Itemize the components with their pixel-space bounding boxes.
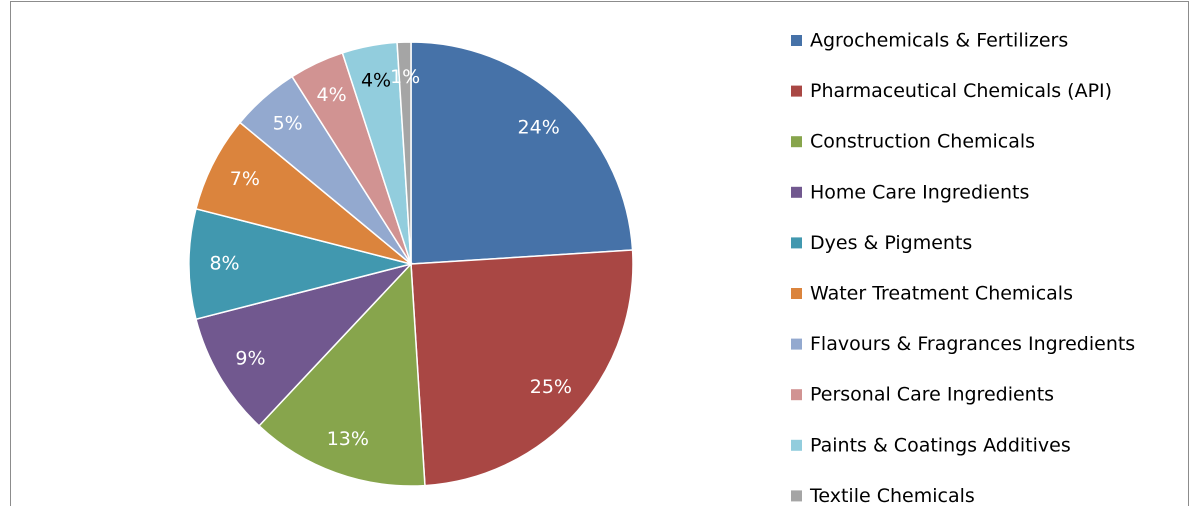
- legend-swatch: [791, 136, 802, 148]
- pie-slice: [410, 41, 634, 265]
- legend-swatch: [791, 288, 802, 299]
- data-label: 4%: [361, 69, 391, 91]
- data-label: 7%: [230, 168, 260, 190]
- legend-swatch: [791, 439, 802, 451]
- data-label: 5%: [273, 113, 303, 135]
- pie-slice: [257, 262, 426, 487]
- legend-label: Paints & Coatings Additives: [810, 434, 1071, 456]
- legend-label: Dyes & Pigments: [810, 232, 972, 254]
- data-label: 25%: [530, 376, 572, 398]
- data-label: 8%: [209, 253, 239, 275]
- chart-border: [10, 1, 1189, 506]
- pie-slice: [195, 262, 414, 427]
- legend-swatch: [791, 35, 802, 46]
- legend-label: Flavours & Fragrances Ingredients: [810, 333, 1135, 355]
- legend-label: Home Care Ingredients: [810, 181, 1029, 203]
- pie-slice: [188, 207, 412, 321]
- legend-label: Textile Chemicals: [809, 485, 975, 506]
- legend-swatch: [791, 237, 802, 249]
- legend-label: Agrochemicals & Fertilizers: [810, 30, 1068, 52]
- legend-label: Construction Chemicals: [810, 131, 1035, 153]
- data-label: 9%: [235, 347, 265, 369]
- legend-swatch: [791, 186, 802, 198]
- legend-swatch: [791, 389, 802, 401]
- data-label: 1%: [390, 66, 420, 88]
- legend-swatch: [791, 490, 802, 502]
- legend-swatch: [791, 85, 802, 97]
- legend-label: Pharmaceutical Chemicals (API): [810, 80, 1112, 102]
- data-label: 4%: [317, 84, 347, 106]
- pie-slice: [410, 249, 634, 487]
- legend-swatch: [791, 338, 802, 350]
- data-label: 24%: [518, 117, 560, 139]
- pie-slice: [396, 41, 412, 265]
- legend-label: Personal Care Ingredients: [810, 384, 1054, 406]
- legend-label: Water Treatment Chemicals: [810, 283, 1073, 305]
- data-label: 13%: [327, 428, 369, 450]
